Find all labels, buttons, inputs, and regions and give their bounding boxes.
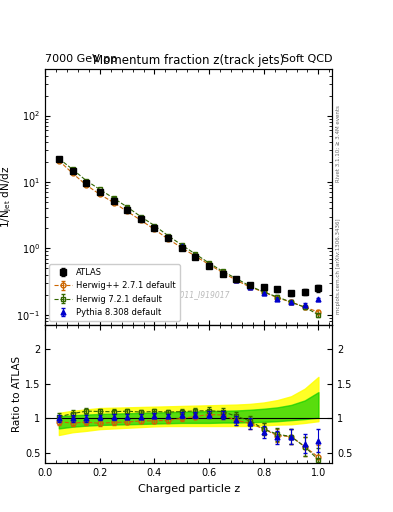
X-axis label: Charged particle z: Charged particle z — [138, 484, 240, 494]
Text: 7000 GeV pp: 7000 GeV pp — [45, 54, 118, 64]
Y-axis label: Ratio to ATLAS: Ratio to ATLAS — [12, 356, 22, 432]
Legend: ATLAS, Herwig++ 2.7.1 default, Herwig 7.2.1 default, Pythia 8.308 default: ATLAS, Herwig++ 2.7.1 default, Herwig 7.… — [50, 264, 180, 321]
Text: Soft QCD: Soft QCD — [282, 54, 332, 64]
Y-axis label: 1/N$_{\rm jet}$ dN/dz: 1/N$_{\rm jet}$ dN/dz — [0, 166, 14, 228]
Title: Momentum fraction z(track jets): Momentum fraction z(track jets) — [93, 54, 284, 67]
Text: mcplots.cern.ch [arXiv:1306.3436]: mcplots.cern.ch [arXiv:1306.3436] — [336, 219, 341, 314]
Text: Rivet 3.1.10; ≥ 3.4M events: Rivet 3.1.10; ≥ 3.4M events — [336, 105, 341, 182]
Text: ATLAS_2011_I919017: ATLAS_2011_I919017 — [147, 290, 230, 299]
